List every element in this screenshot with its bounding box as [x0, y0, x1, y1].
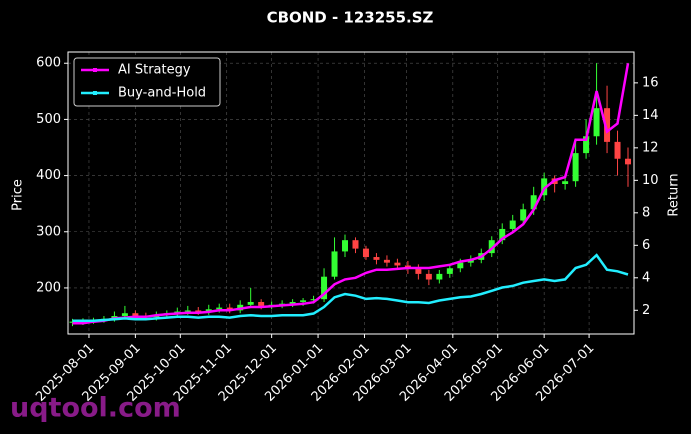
- candle-body: [499, 228, 506, 241]
- candle-body: [436, 273, 443, 280]
- y-tick-label: 500: [36, 112, 61, 127]
- candle-body: [289, 301, 296, 304]
- candle-body: [69, 321, 76, 323]
- y2-tick-label: 14: [642, 108, 659, 123]
- y-axis-label: Price: [11, 179, 26, 211]
- y2-tick-label: 16: [642, 75, 659, 90]
- candle-body: [457, 262, 464, 269]
- candle-body: [614, 141, 621, 159]
- candle-body: [132, 313, 139, 317]
- plot-frame: [67, 51, 635, 335]
- candle-body: [425, 273, 432, 280]
- candle-body: [247, 301, 254, 305]
- candle-body: [394, 262, 401, 266]
- candle-body: [321, 276, 328, 300]
- candle-body: [373, 257, 380, 260]
- candle-body: [509, 220, 516, 229]
- candle-body: [562, 181, 569, 185]
- legend-box: [73, 57, 221, 107]
- candle-body: [446, 268, 453, 274]
- candle-body: [604, 108, 611, 142]
- y-tick-label: 600: [36, 56, 61, 71]
- candle-body: [342, 240, 349, 252]
- candle-body: [226, 307, 233, 311]
- legend-label: AI Strategy: [118, 63, 191, 78]
- chart-title: CBOND - 123255.SZ: [267, 9, 434, 27]
- line-series: [72, 63, 630, 325]
- watermark: uqtool.com: [10, 393, 181, 424]
- y-tick-label: 300: [36, 224, 61, 239]
- candle-body: [541, 178, 548, 196]
- candle-body: [488, 240, 495, 254]
- y-tick-label: 400: [36, 168, 61, 183]
- y2-axis-label: Return: [667, 173, 682, 216]
- candle-body: [258, 301, 265, 306]
- y2-tick-label: 12: [642, 140, 659, 155]
- candle-body: [184, 310, 191, 312]
- y2-tick-label: 8: [642, 205, 650, 220]
- candle-body: [415, 268, 422, 274]
- legend-marker: [93, 91, 97, 95]
- legend-marker: [93, 68, 97, 72]
- candle-body: [331, 251, 338, 277]
- y2-tick-label: 10: [642, 173, 659, 188]
- candle-body: [572, 153, 579, 182]
- y2-tick-label: 2: [642, 303, 650, 318]
- candle-body: [121, 313, 128, 317]
- candle-body: [583, 136, 590, 154]
- candle-body: [352, 240, 359, 249]
- y2-tick-label: 4: [642, 270, 650, 285]
- candle-body: [467, 259, 474, 263]
- line-series: [72, 253, 629, 323]
- candle-body: [362, 248, 369, 258]
- candle-body: [593, 108, 600, 137]
- candle-body: [383, 259, 390, 263]
- candle-body: [205, 309, 212, 312]
- y2-tick-label: 6: [642, 238, 650, 253]
- candle-body: [625, 158, 632, 165]
- legend-label: Buy-and-Hold: [118, 86, 206, 101]
- candle-body: [310, 299, 317, 301]
- candle-body: [300, 300, 307, 302]
- candle-body: [530, 195, 537, 210]
- candle-body: [216, 307, 223, 310]
- candle-body: [520, 209, 527, 221]
- y-tick-label: 200: [36, 280, 61, 295]
- candle-body: [195, 310, 202, 312]
